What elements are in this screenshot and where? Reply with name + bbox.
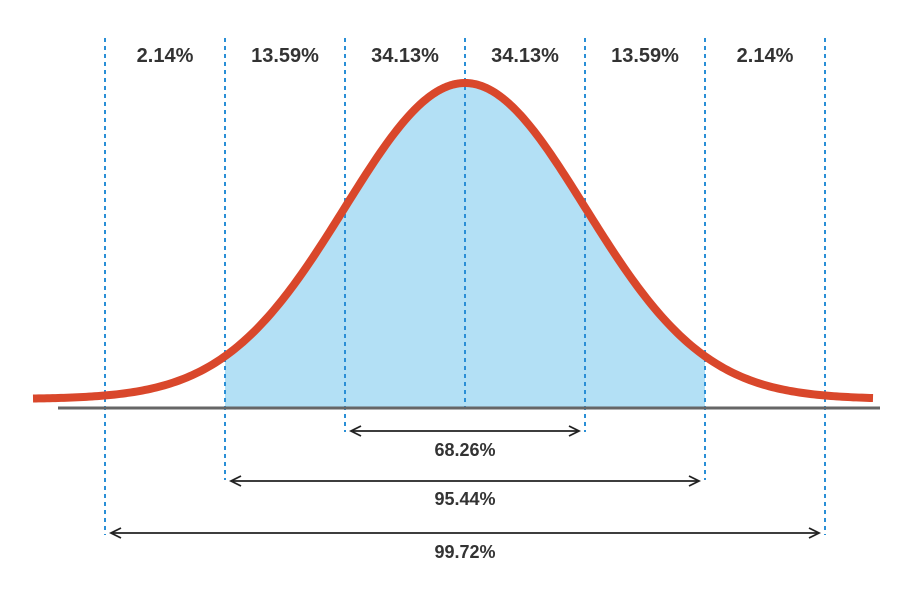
arrowhead <box>688 475 702 487</box>
band-label-2: 13.59% <box>251 45 319 67</box>
sd-dividers <box>104 38 826 535</box>
range-arrows: 68.26% 95.44% 99.72% <box>108 425 822 562</box>
arrowhead <box>228 475 242 487</box>
band-labels: 2.14% 13.59% 34.13% 34.13% 13.59% 2.14% <box>137 45 794 67</box>
range-label-3sd: 99.72% <box>434 542 495 562</box>
band-label-1: 2.14% <box>137 45 194 67</box>
band-label-3: 34.13% <box>371 45 439 67</box>
range-label-1sd: 68.26% <box>434 440 495 460</box>
arrowhead <box>348 425 362 437</box>
arrowhead <box>568 425 582 437</box>
arrowhead <box>808 527 822 539</box>
band-label-6: 2.14% <box>737 45 794 67</box>
band-label-5: 13.59% <box>611 45 679 67</box>
arrowhead <box>108 527 122 539</box>
range-label-2sd: 95.44% <box>434 489 495 509</box>
band-label-4: 34.13% <box>491 45 559 67</box>
normal-curve-line <box>31 79 875 403</box>
